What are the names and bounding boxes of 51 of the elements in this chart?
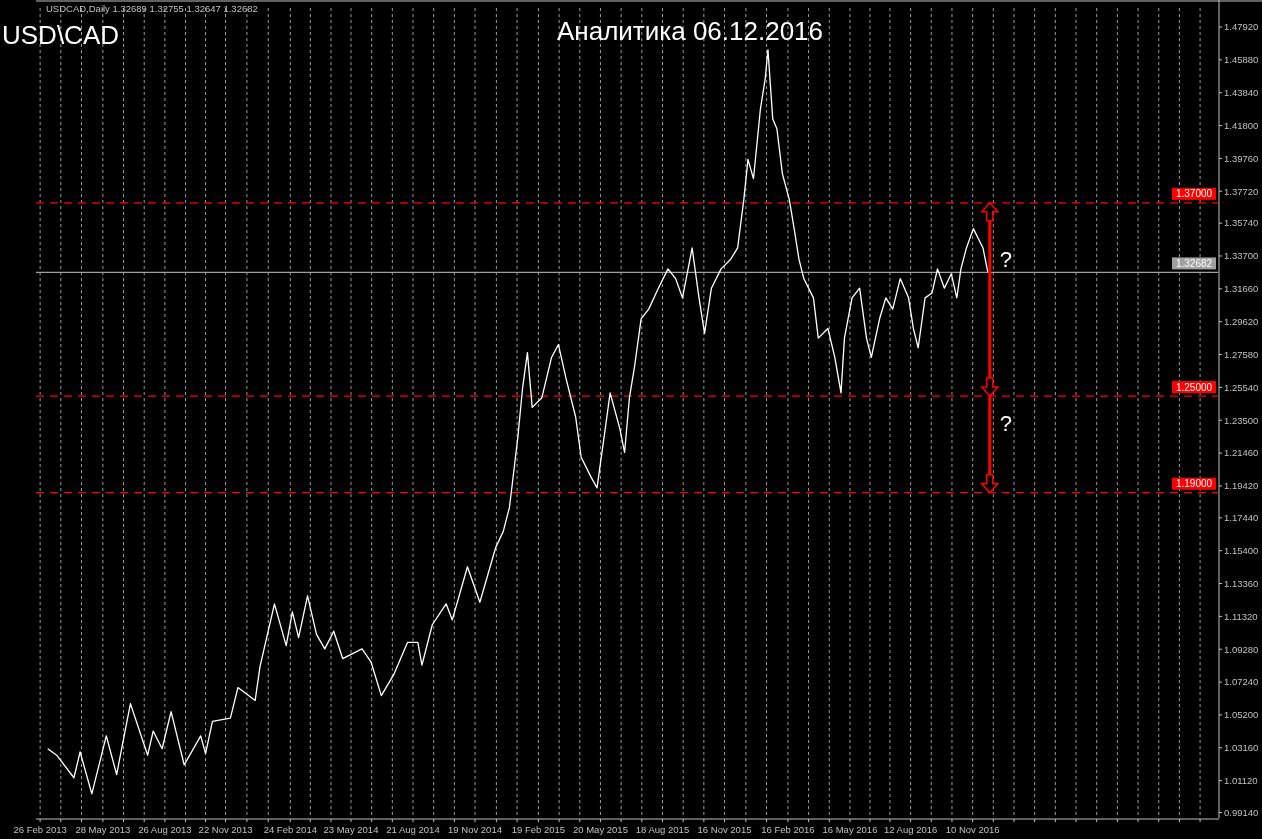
x-tick-label: 23 May 2014 (323, 824, 379, 835)
x-tick-label: 19 Nov 2014 (448, 824, 502, 835)
y-tick-label: 1.39760 (1224, 152, 1259, 164)
x-tick-label: 28 May 2013 (75, 824, 131, 835)
x-tick-label: 21 Aug 2014 (386, 824, 440, 835)
ref-line-label: 1.32682 (1175, 257, 1213, 269)
ref-line-label: 1.19000 (1175, 478, 1213, 490)
annotation: USDCAD,Daily 1.32689 1.32755 1.32647 1.32682 (46, 3, 258, 14)
ref-line-label: 1.37000 (1175, 188, 1213, 200)
x-tick-label: 19 Feb 2015 (511, 824, 566, 835)
y-tick-label: 1.03160 (1224, 742, 1259, 754)
text: USD\CAD (2, 20, 120, 50)
y-tick-label: 1.13360 (1224, 577, 1259, 589)
y-tick-label: 1.45880 (1224, 54, 1259, 66)
x-tick-label: 10 Nov 2016 (945, 824, 1000, 835)
y-tick-label: 1.43840 (1224, 87, 1259, 99)
y-tick-label: 1.47920 (1224, 21, 1259, 33)
x-tick-label: 18 Aug 2015 (635, 824, 690, 835)
x-tick-label: 16 May 2016 (822, 824, 878, 835)
y-tick-label: 1.15400 (1224, 545, 1259, 557)
y-tick-label: 1.07240 (1224, 676, 1259, 688)
ref-line-label: 1.25000 (1175, 381, 1213, 393)
y-tick-label: 1.33700 (1224, 250, 1259, 262)
y-tick-label: 1.35740 (1224, 217, 1259, 229)
y-tick-label: 1.23500 (1224, 414, 1259, 426)
x-tick-label: 12 Aug 2016 (883, 824, 938, 835)
x-tick-label: 16 Nov 2015 (697, 824, 752, 835)
annotation: ? (999, 410, 1012, 436)
x-tick-label: 16 Feb 2016 (761, 824, 815, 835)
x-tick-label: 22 Nov 2013 (198, 824, 253, 835)
y-tick-label: 1.27580 (1224, 348, 1259, 360)
x-tick-label: 20 May 2015 (573, 824, 628, 835)
y-tick-label: 1.01120 (1224, 774, 1258, 786)
y-tick-label: 1.19420 (1224, 480, 1259, 492)
x-tick-label: 26 Feb 2013 (13, 824, 67, 835)
x-tick-label: 26 Aug 2013 (138, 824, 192, 835)
annotation: ? (999, 246, 1012, 272)
line-series (47, 49, 989, 795)
y-tick-label: 1.41800 (1224, 119, 1259, 131)
y-tick-label: 1.17440 (1224, 512, 1259, 524)
y-tick-label: 1.05200 (1224, 709, 1259, 721)
y-tick-label: 1.21460 (1224, 447, 1259, 459)
y-tick-label: 1.37720 (1224, 185, 1259, 197)
y-tick-label: 1.25540 (1224, 381, 1259, 393)
y-tick-label: 1.11320 (1224, 610, 1258, 622)
y-tick-label: 1.29620 (1224, 316, 1259, 328)
x-tick-label: 24 Feb 2014 (263, 824, 317, 835)
y-tick-label: 1.09280 (1224, 643, 1259, 655)
y-tick-label: 1.31660 (1224, 283, 1259, 295)
chart-title: Аналитика 06.12.2016 (556, 16, 824, 46)
y-tick-label: 0.99140 (1224, 806, 1259, 818)
